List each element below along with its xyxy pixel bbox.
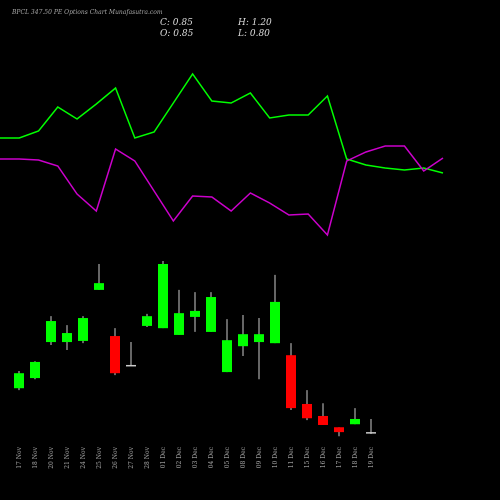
x-tick-label: 05 Dec — [224, 446, 231, 468]
candle-body — [126, 364, 136, 367]
candle-body — [78, 318, 88, 341]
x-tick-label: 26 Nov — [112, 446, 119, 468]
candle-body — [254, 334, 264, 343]
x-tick-label: 16 Dec — [320, 446, 327, 468]
x-tick-label: 01 Dec — [160, 446, 167, 468]
candle-body — [190, 310, 200, 317]
candle-body — [46, 321, 56, 343]
x-tick-label: 20 Nov — [48, 446, 55, 468]
candle-body — [238, 334, 248, 347]
x-tick-label: 25 Nov — [96, 446, 103, 468]
x-tick-label: 11 Dec — [288, 446, 295, 468]
x-tick-label: 04 Dec — [208, 446, 215, 468]
candle-body — [334, 427, 344, 433]
candle-body — [350, 418, 360, 425]
x-tick-label: 28 Nov — [144, 446, 151, 468]
candle-body — [222, 340, 232, 373]
candle-body — [110, 336, 120, 374]
open-label: O: 0.85 — [160, 29, 194, 39]
x-tick-label: 15 Dec — [304, 446, 311, 468]
x-tick-label: 17 Dec — [336, 446, 343, 468]
indicator-line — [0, 145, 444, 237]
low-label: L: 0.80 — [237, 29, 270, 39]
candle-body — [142, 316, 152, 326]
x-tick-label: 17 Nov — [16, 446, 23, 468]
candle-body — [62, 333, 72, 343]
candle-body — [302, 403, 312, 419]
x-tick-label: 18 Dec — [352, 446, 359, 468]
candle-body — [318, 415, 328, 425]
chart-title: BPCL 347.50 PE Options Chart Munafasutra… — [11, 9, 163, 16]
candle-body — [270, 301, 280, 344]
indicator-line — [0, 72, 444, 174]
x-tick-label: 02 Dec — [176, 446, 183, 468]
x-tick-label: 03 Dec — [192, 446, 199, 468]
x-tick-label: 24 Nov — [80, 446, 87, 468]
x-tick-label: 27 Nov — [128, 446, 135, 468]
candle-body — [366, 432, 376, 434]
candle-body — [286, 355, 296, 409]
high-label: H: 1.20 — [237, 18, 272, 28]
candle-body — [94, 283, 104, 290]
x-tick-label: 21 Nov — [64, 446, 71, 468]
x-tick-label: 18 Nov — [32, 446, 39, 468]
x-tick-label: 08 Dec — [240, 446, 247, 468]
x-tick-label: 09 Dec — [256, 446, 263, 468]
candle-body — [30, 361, 40, 379]
x-tick-label: 10 Dec — [272, 446, 279, 468]
close-label: C: 0.85 — [160, 18, 193, 28]
candle-body — [206, 297, 216, 332]
candle-body — [174, 313, 184, 335]
candle-body — [158, 264, 168, 329]
candle-body — [14, 373, 24, 389]
x-tick-label: 19 Dec — [368, 446, 375, 468]
